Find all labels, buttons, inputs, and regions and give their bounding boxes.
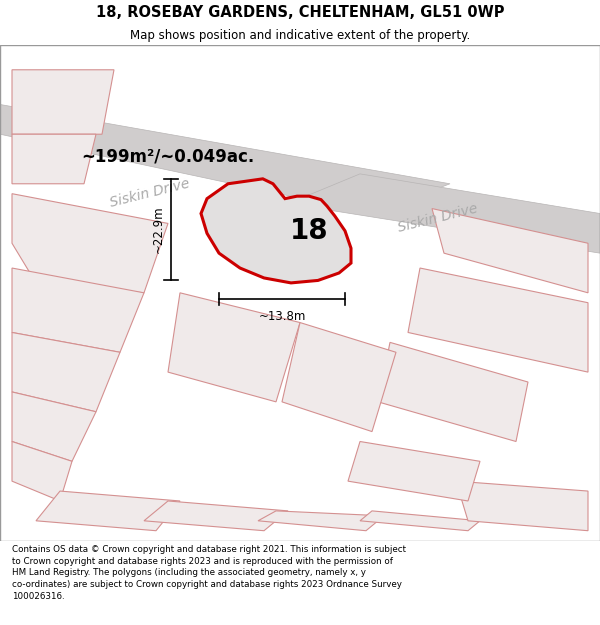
Polygon shape [201, 179, 351, 283]
Polygon shape [456, 481, 588, 531]
Polygon shape [12, 194, 168, 292]
Polygon shape [36, 491, 180, 531]
Text: ~22.9m: ~22.9m [151, 206, 164, 253]
Text: Siskin Drive: Siskin Drive [109, 177, 191, 211]
Text: Map shows position and indicative extent of the property.: Map shows position and indicative extent… [130, 29, 470, 42]
Text: Siskin Drive: Siskin Drive [397, 202, 479, 235]
Polygon shape [378, 342, 528, 441]
Text: ~199m²/~0.049ac.: ~199m²/~0.049ac. [81, 148, 254, 166]
Polygon shape [144, 501, 288, 531]
Polygon shape [348, 441, 480, 501]
Polygon shape [12, 441, 72, 501]
Polygon shape [408, 268, 588, 372]
Polygon shape [288, 174, 600, 253]
Polygon shape [258, 511, 384, 531]
Polygon shape [432, 209, 588, 292]
Polygon shape [12, 332, 120, 412]
Polygon shape [0, 104, 450, 214]
Polygon shape [12, 392, 96, 461]
Polygon shape [12, 134, 96, 184]
Polygon shape [168, 292, 300, 402]
Polygon shape [282, 322, 396, 432]
Text: 18: 18 [290, 217, 328, 245]
Polygon shape [360, 511, 480, 531]
Polygon shape [12, 70, 114, 134]
Text: 18, ROSEBAY GARDENS, CHELTENHAM, GL51 0WP: 18, ROSEBAY GARDENS, CHELTENHAM, GL51 0W… [96, 5, 504, 20]
Text: ~13.8m: ~13.8m [259, 309, 305, 322]
Polygon shape [12, 268, 144, 352]
Text: Contains OS data © Crown copyright and database right 2021. This information is : Contains OS data © Crown copyright and d… [12, 545, 406, 601]
